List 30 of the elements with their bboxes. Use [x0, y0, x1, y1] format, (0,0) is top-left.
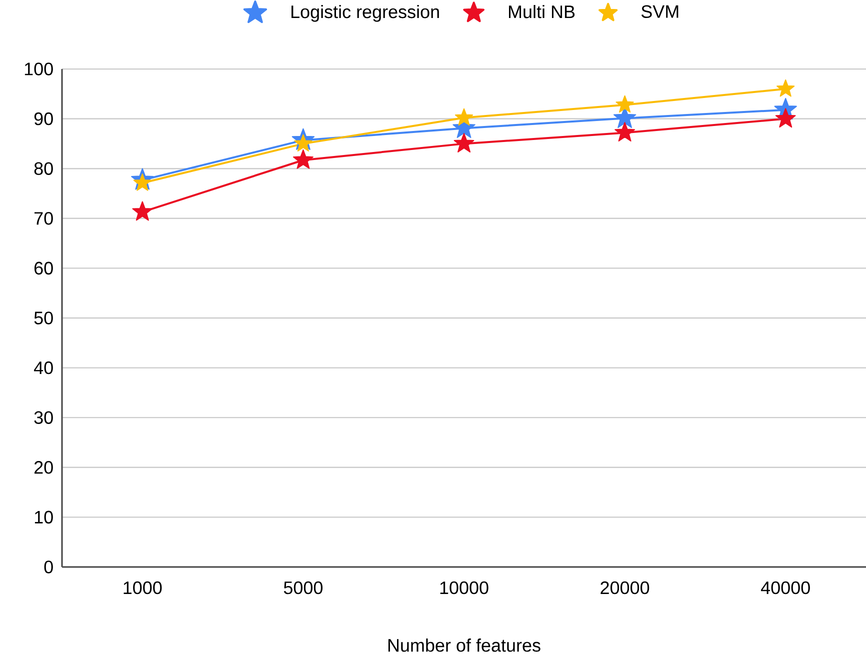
y-tick-label: 10 [34, 510, 53, 524]
point [454, 132, 474, 152]
y-tick-label: 20 [34, 461, 53, 474]
x-tick-label: 1000 [124, 581, 162, 594]
x-tick-label: 20000 [600, 581, 650, 594]
point [454, 108, 474, 126]
y-tick-label: 70 [34, 212, 53, 225]
y-tick-label: 60 [34, 262, 53, 275]
point [132, 201, 153, 221]
legend-label: Logistic regression [292, 5, 439, 22]
y-tick-label: 0 [44, 560, 53, 574]
y-tick-label: 90 [34, 112, 53, 126]
legend-label: SVM [641, 5, 678, 18]
point [776, 79, 795, 97]
legend-label: Multi NB [508, 5, 575, 18]
point [616, 95, 634, 113]
point [294, 134, 312, 152]
y-tick-label: 80 [34, 162, 53, 175]
point [614, 122, 635, 142]
x-tick-label: 40000 [760, 581, 810, 594]
point [775, 108, 796, 128]
y-tick-label: 50 [34, 312, 53, 324]
y-tick-label: 30 [34, 411, 53, 424]
y-tick-label: 100 [24, 62, 53, 76]
point [133, 174, 152, 191]
point [293, 149, 314, 169]
x-axis-title: Number of features [388, 638, 540, 652]
y-tick-label: 40 [34, 361, 53, 374]
x-tick-label: 5000 [284, 581, 323, 594]
x-tick-label: 10000 [440, 581, 488, 594]
